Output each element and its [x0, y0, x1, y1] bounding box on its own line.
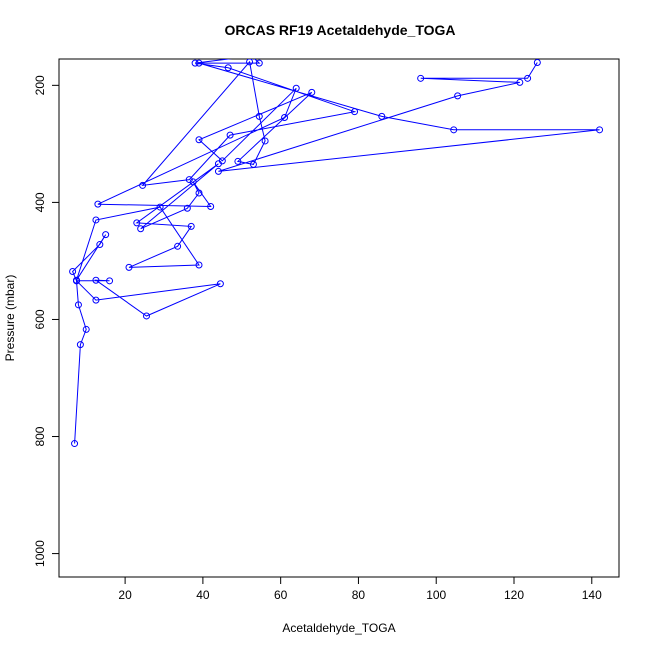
data-point [106, 277, 114, 285]
data-point [195, 261, 203, 269]
data-point [191, 59, 199, 67]
data-point [281, 114, 289, 122]
data-point [246, 59, 254, 66]
data-point [69, 267, 77, 275]
series-layer [69, 59, 604, 448]
data-point [185, 176, 193, 184]
x-tick-label: 140 [582, 588, 602, 602]
x-tick-label: 40 [196, 588, 210, 602]
data-point [249, 59, 254, 60]
data-point [454, 92, 462, 100]
data-point [207, 202, 215, 210]
data-point [533, 59, 541, 67]
data-point [73, 276, 80, 284]
data-point [125, 263, 133, 271]
data-point [139, 181, 147, 189]
data-point [137, 225, 145, 233]
x-axis-label: Acetaldehyde_TOGA [282, 621, 395, 635]
data-point [71, 440, 79, 448]
data-point [195, 189, 203, 197]
data-point [174, 242, 182, 250]
data-point [143, 312, 150, 320]
data-point [94, 200, 102, 208]
data-point [183, 204, 191, 212]
data-point [96, 241, 104, 249]
data-point [195, 136, 203, 144]
data-point [92, 296, 100, 304]
data-point [417, 74, 425, 82]
data-point [255, 112, 263, 120]
x-tick-label: 60 [274, 588, 288, 602]
y-tick-label: 400 [33, 192, 47, 212]
data-point [187, 222, 195, 230]
y-axis: 200 400 600 800 1000 [33, 75, 60, 567]
y-axis-label: Pressure (mbar) [3, 275, 17, 362]
series-line [72, 59, 600, 444]
x-tick-label: 20 [118, 588, 132, 602]
data-point [450, 126, 458, 134]
data-point [292, 84, 300, 92]
x-tick-label: 120 [504, 588, 524, 602]
data-point [249, 160, 257, 168]
data-point [218, 157, 226, 165]
data-point [92, 276, 100, 284]
x-tick-label: 100 [426, 588, 446, 602]
data-point [516, 78, 524, 86]
y-tick-label: 200 [33, 75, 47, 95]
data-point [378, 112, 386, 120]
y-tick-label: 1000 [33, 540, 47, 567]
data-point [224, 64, 232, 72]
data-point [216, 280, 224, 288]
data-point [82, 325, 90, 333]
data-point [261, 137, 269, 145]
data-point [308, 88, 316, 96]
chart-title: ORCAS RF19 Acetaldehyde_TOGA [224, 22, 455, 38]
x-axis: 20 40 60 80 100 120 140 [118, 576, 602, 602]
data-point [189, 178, 197, 186]
y-tick-label: 600 [33, 309, 47, 329]
data-point [524, 74, 532, 82]
data-point [74, 301, 82, 309]
data-point [133, 219, 141, 227]
data-point [92, 216, 100, 224]
data-point [214, 167, 222, 175]
data-point [102, 231, 110, 239]
x-tick-label: 80 [352, 588, 366, 602]
y-tick-label: 800 [33, 426, 47, 446]
data-point [226, 131, 234, 139]
data-point [76, 341, 84, 349]
data-point [156, 203, 164, 211]
data-point [351, 108, 359, 116]
data-point [195, 59, 203, 67]
data-point [234, 157, 242, 165]
data-point [596, 126, 604, 134]
data-point [255, 59, 263, 67]
